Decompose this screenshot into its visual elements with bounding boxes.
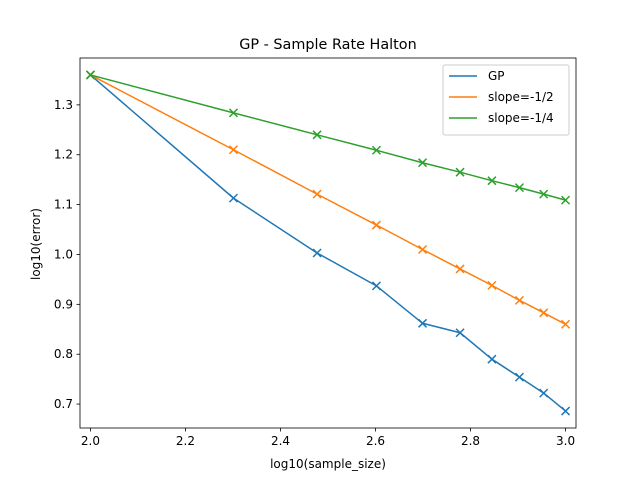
data-point-marker bbox=[371, 145, 381, 155]
y-tick-label: 1.1 bbox=[54, 198, 73, 212]
y-axis-title: log10(error) bbox=[29, 208, 43, 280]
data-point-marker bbox=[418, 158, 428, 168]
data-point-marker bbox=[228, 145, 238, 155]
y-tick-label: 0.9 bbox=[54, 297, 73, 311]
y-tick-label: 1.0 bbox=[54, 247, 73, 261]
data-point-marker bbox=[539, 308, 549, 318]
data-point-marker bbox=[371, 220, 381, 230]
y-tick-label: 1.2 bbox=[54, 148, 73, 162]
y-tick-label: 0.7 bbox=[54, 397, 73, 411]
axes: 2.0 2.2 2.4 2.6 2.8 3.0 0.7 0.8 0.9 1.0 1.1 1.2 1.3 bbox=[54, 57, 577, 448]
data-point-marker bbox=[514, 295, 524, 305]
legend-label: slope=-1/2 bbox=[488, 90, 554, 104]
data-point-marker bbox=[418, 318, 428, 328]
x-tick-label: 2.8 bbox=[461, 434, 480, 448]
data-point-marker bbox=[514, 372, 524, 382]
data-point-marker bbox=[228, 193, 238, 203]
series-line-1 bbox=[90, 74, 566, 325]
data-point-marker bbox=[561, 195, 571, 205]
data-point-marker bbox=[228, 108, 238, 118]
data-point-marker bbox=[312, 248, 322, 258]
series-1 bbox=[85, 70, 571, 329]
data-point-marker bbox=[455, 264, 465, 274]
chart-title: GP - Sample Rate Halton bbox=[239, 37, 416, 53]
x-axis-title: log10(sample_size) bbox=[270, 457, 386, 471]
data-point-marker bbox=[312, 130, 322, 140]
plot-area bbox=[85, 70, 571, 416]
x-tick-label: 2.0 bbox=[81, 434, 100, 448]
series-line-0 bbox=[89, 74, 567, 412]
data-point-marker bbox=[371, 281, 381, 291]
data-point-marker bbox=[455, 167, 465, 177]
data-point-marker bbox=[487, 354, 497, 364]
x-tick-label: 2.6 bbox=[366, 434, 385, 448]
x-tick-label: 2.4 bbox=[271, 434, 290, 448]
data-point-marker bbox=[487, 176, 497, 186]
data-point-marker bbox=[561, 319, 571, 329]
data-point-marker bbox=[539, 189, 549, 199]
x-tick-label: 2.2 bbox=[176, 434, 195, 448]
data-point-marker bbox=[85, 70, 95, 80]
y-tick-label: 0.8 bbox=[54, 347, 73, 361]
x-tick-label: 3.0 bbox=[556, 434, 575, 448]
series-2 bbox=[85, 70, 571, 205]
data-point-marker bbox=[312, 189, 322, 199]
data-point-marker bbox=[539, 388, 549, 398]
y-tick-label: 1.3 bbox=[54, 98, 73, 112]
legend-label: slope=-1/4 bbox=[488, 111, 554, 125]
axes-frame bbox=[79, 57, 577, 429]
legend: GP slope=-1/2 slope=-1/4 bbox=[442, 64, 570, 136]
data-point-marker bbox=[455, 328, 465, 338]
data-point-marker bbox=[561, 406, 571, 416]
legend-label: GP bbox=[488, 69, 505, 83]
data-point-marker bbox=[418, 244, 428, 255]
series-line-2 bbox=[90, 74, 566, 201]
data-point-marker bbox=[514, 183, 524, 193]
data-point-marker bbox=[487, 280, 497, 290]
